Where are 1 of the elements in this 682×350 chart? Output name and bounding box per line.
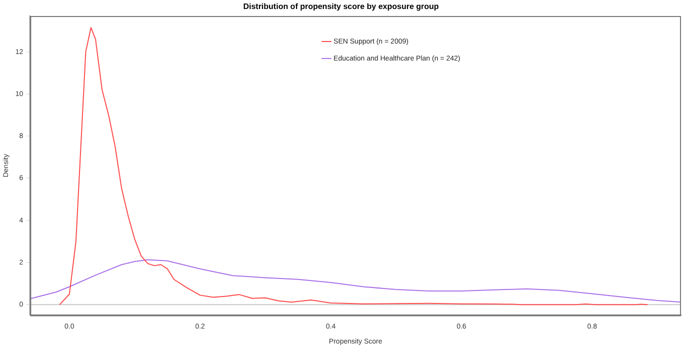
chart-title: Distribution of propensity score by exposure group [242, 2, 440, 11]
